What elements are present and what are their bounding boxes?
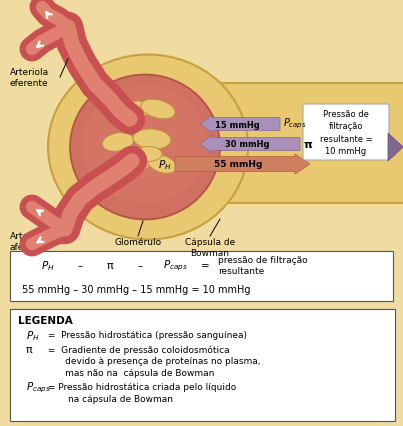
FancyArrow shape	[200, 116, 280, 134]
Text: devido à presença de proteínas no plasma,: devido à presença de proteínas no plasma…	[45, 357, 260, 366]
Ellipse shape	[48, 55, 248, 240]
FancyBboxPatch shape	[162, 84, 403, 204]
Text: =: =	[201, 260, 210, 271]
Ellipse shape	[134, 147, 162, 162]
Text: Arteriola
eferente: Arteriola eferente	[10, 68, 49, 88]
FancyBboxPatch shape	[10, 309, 395, 421]
Text: $P_H$: $P_H$	[41, 259, 55, 272]
Ellipse shape	[133, 130, 171, 150]
Text: π: π	[26, 344, 33, 354]
FancyArrow shape	[388, 134, 403, 161]
Text: π: π	[107, 260, 113, 271]
Ellipse shape	[111, 102, 149, 128]
Ellipse shape	[70, 75, 220, 220]
Text: LEGENDA: LEGENDA	[18, 315, 73, 325]
Text: = Pressão hidrostática criada pelo líquido: = Pressão hidrostática criada pelo líqui…	[45, 383, 236, 391]
Text: Pressão de
filtração
resultante =
10 mmHg: Pressão de filtração resultante = 10 mmH…	[320, 109, 372, 156]
Text: –: –	[137, 260, 143, 271]
FancyBboxPatch shape	[303, 105, 389, 161]
Ellipse shape	[102, 133, 134, 152]
Text: 55 mmHg: 55 mmHg	[214, 160, 262, 169]
Text: $P_H$: $P_H$	[158, 158, 172, 172]
FancyBboxPatch shape	[10, 251, 393, 301]
Text: =  Gradiente de pressão coloidosmótica: = Gradiente de pressão coloidosmótica	[45, 345, 230, 354]
Ellipse shape	[115, 157, 149, 178]
Text: pressão de filtração
resultante: pressão de filtração resultante	[218, 255, 307, 276]
Text: Arteriola
aferente: Arteriola aferente	[10, 231, 49, 251]
Text: na cápsula de Bowman: na cápsula de Bowman	[45, 394, 173, 403]
FancyArrow shape	[175, 155, 310, 175]
Ellipse shape	[141, 100, 175, 120]
Text: $P_{caps}$: $P_{caps}$	[283, 117, 307, 131]
Text: $P_{caps}$: $P_{caps}$	[26, 380, 51, 394]
Text: $P_{caps}$: $P_{caps}$	[162, 258, 187, 273]
FancyArrow shape	[200, 136, 300, 154]
Ellipse shape	[147, 155, 177, 174]
Text: $P_H$: $P_H$	[26, 328, 39, 342]
Text: –: –	[77, 260, 83, 271]
Text: Glomérulo: Glomérulo	[114, 237, 162, 246]
Text: π: π	[303, 140, 312, 150]
Text: mas não na  cápsula de Bowman: mas não na cápsula de Bowman	[45, 368, 214, 377]
Text: 55 mmHg – 30 mmHg – 15 mmHg = 10 mmHg: 55 mmHg – 30 mmHg – 15 mmHg = 10 mmHg	[22, 284, 251, 294]
Text: =  Pressão hidrostática (pressão sanguínea): = Pressão hidrostática (pressão sanguíne…	[45, 331, 247, 340]
Text: 15 mmHg: 15 mmHg	[215, 120, 260, 129]
Text: Cápsula de
Bowman: Cápsula de Bowman	[185, 237, 235, 257]
Ellipse shape	[83, 86, 208, 204]
Text: 30 mmHg: 30 mmHg	[225, 140, 269, 149]
